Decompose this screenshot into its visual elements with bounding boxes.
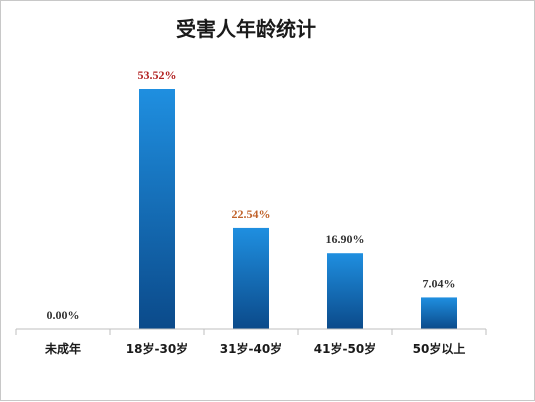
x-tick-label-1: 18岁-30岁 bbox=[126, 341, 188, 356]
data-label-4: 7.04% bbox=[423, 276, 456, 290]
data-label-3: 16.90% bbox=[326, 232, 365, 246]
data-label-1: 53.52% bbox=[138, 68, 177, 82]
x-tick-label-2: 31岁-40岁 bbox=[220, 341, 282, 356]
labels-layer: 0.00% 未成年 53.52% 18岁-30岁 22.54% 31岁-40岁 16.90%… bbox=[44, 68, 465, 356]
data-label-2: 22.54% bbox=[232, 207, 271, 221]
x-axis-ticks bbox=[15, 329, 487, 335]
bar-2 bbox=[233, 227, 269, 329]
chart-title: 受害人年龄统计 bbox=[176, 17, 316, 41]
x-tick-label-3: 41岁-50岁 bbox=[314, 341, 376, 356]
bars-layer bbox=[139, 89, 457, 329]
bar-1 bbox=[139, 89, 175, 329]
x-tick-label-0: 未成年 bbox=[44, 341, 81, 356]
bar-4 bbox=[421, 297, 457, 329]
data-label-0: 0.00% bbox=[47, 308, 80, 322]
bar-3 bbox=[327, 253, 363, 329]
x-tick-label-4: 50岁以上 bbox=[413, 341, 466, 356]
